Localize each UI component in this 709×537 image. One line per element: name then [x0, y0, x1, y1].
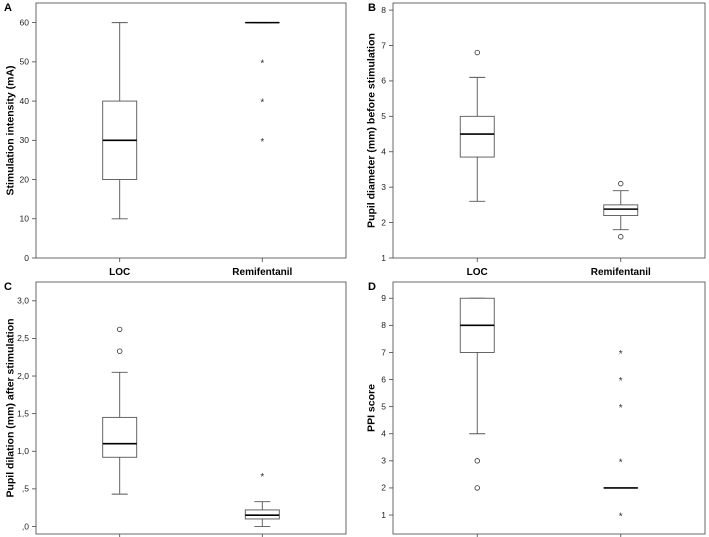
y-tick-label: 5 [381, 111, 386, 121]
y-tick-label: ,0 [22, 521, 29, 531]
panel-letter: B [368, 2, 376, 14]
y-tick-label: 1,0 [17, 446, 29, 456]
y-axis-label: Stimulation intensity (mA) [5, 65, 17, 195]
box-remifentanil: * * * * * [603, 349, 639, 523]
outlier-point [618, 180, 624, 187]
y-tick-label: 1,5 [17, 408, 29, 418]
extreme-point: * [260, 137, 264, 148]
y-tick-label: 10 [20, 214, 30, 224]
y-tick-label: 3 [381, 182, 386, 192]
plot-frame [35, 281, 347, 535]
x-tick-label: Remifentanil [232, 267, 292, 278]
outlier-point [116, 326, 123, 333]
box-remifentanil: * [244, 472, 280, 527]
y-tick-label: 4 [381, 147, 386, 157]
x-tick-label: LOC [467, 267, 488, 278]
y-tick-label: 1 [381, 510, 386, 520]
y-tick-label: 9 [381, 293, 386, 303]
y-tick-label: 60 [20, 17, 30, 27]
y-tick-label: 5 [381, 401, 386, 411]
y-tick-label: ,5 [22, 484, 29, 494]
y-tick-label: 3 [381, 456, 386, 466]
y-tick-label: 3,0 [17, 296, 29, 306]
panel-letter: A [4, 2, 12, 14]
extreme-point: * [619, 403, 623, 414]
box-loc [459, 49, 495, 202]
y-axis-label: Pupil dilation (mm) after stimulation [5, 318, 17, 497]
y-tick-label: 2,5 [17, 333, 29, 343]
plot-frame [392, 2, 706, 259]
y-tick-label: 20 [20, 174, 30, 184]
box-remifentanil: * * * [244, 21, 280, 148]
extreme-point: * [260, 98, 264, 109]
iqr-box [603, 204, 639, 216]
extreme-point: * [619, 457, 623, 468]
y-tick-label: 2,0 [17, 371, 29, 381]
outlier-point [474, 458, 480, 464]
extreme-point: * [619, 512, 623, 523]
box-loc [102, 22, 138, 220]
y-tick-label: 6 [381, 374, 386, 384]
y-tick-label: 2 [381, 483, 386, 493]
plot-frame [392, 281, 706, 535]
extreme-point: * [260, 58, 264, 69]
x-tick-label: LOC [109, 267, 130, 278]
extreme-point: * [619, 376, 623, 387]
box-remifentanil [603, 180, 639, 240]
y-tick-label: 6 [381, 76, 386, 86]
plot-frame [35, 2, 347, 259]
y-tick-label: 40 [20, 96, 30, 106]
extreme-point: * [619, 349, 623, 360]
panel-a: A Stimulation intensity (mA) 0 10 20 30 40 50 60… [4, 2, 347, 278]
panel-b: B Pupil diameter (mm) before stimulation 1… [366, 2, 706, 278]
outlier-point [116, 348, 123, 354]
panel-letter: D [368, 281, 376, 293]
y-tick-label: 0 [24, 253, 29, 263]
y-tick-label: 8 [381, 320, 386, 330]
y-axis-label: PPI score [366, 384, 378, 432]
y-tick-label: 4 [381, 429, 386, 439]
y-tick-label: 7 [381, 347, 386, 357]
outlier-point [618, 234, 624, 240]
y-tick-label: 7 [381, 40, 386, 50]
y-tick-label: 30 [20, 135, 30, 145]
iqr-box [459, 115, 495, 158]
y-tick-label: 1 [381, 253, 386, 263]
extreme-point: * [260, 472, 264, 483]
box-loc [459, 297, 495, 491]
box-loc [102, 326, 138, 495]
outlier-point [474, 49, 480, 56]
outlier-point [474, 485, 480, 491]
panel-letter: C [4, 281, 12, 293]
x-tick-label: Remifentanil [591, 267, 651, 278]
iqr-box [102, 416, 138, 458]
y-tick-label: 50 [20, 57, 30, 67]
y-axis-label: Pupil diameter (mm) before stimulation [366, 33, 378, 228]
panel-c: C Pupil dilation (mm) after stimulation ,0… [4, 281, 347, 537]
y-tick-label: 2 [381, 217, 386, 227]
y-tick-label: 8 [381, 5, 386, 15]
